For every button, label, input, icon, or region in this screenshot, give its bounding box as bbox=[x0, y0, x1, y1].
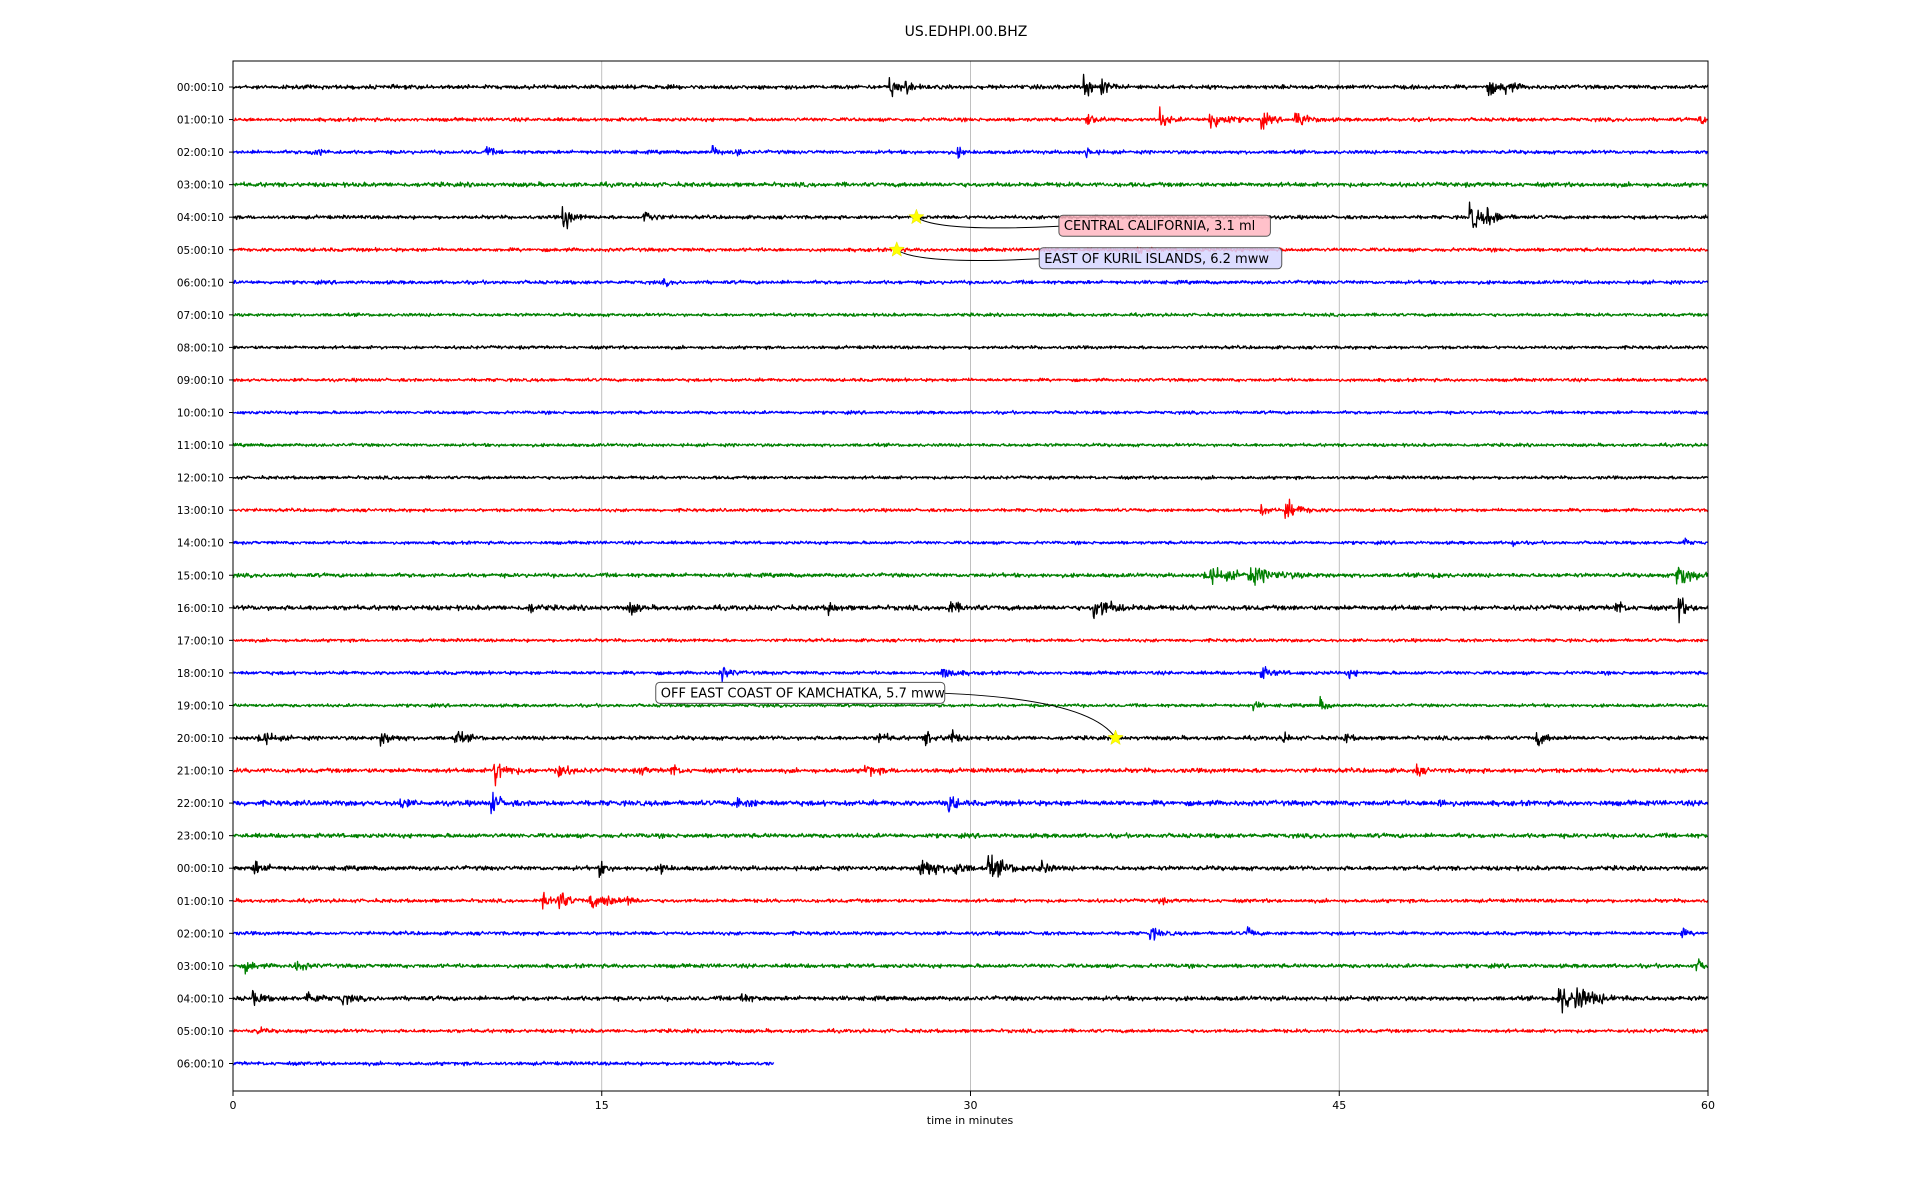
row-time-label: 04:00:10 bbox=[177, 212, 224, 224]
trace-row bbox=[232, 566, 1709, 586]
chart-title: US.EDHPI.00.BHZ bbox=[905, 24, 1028, 40]
annotation-label: OFF EAST COAST OF KAMCHATKA, 5.7 mww bbox=[661, 686, 946, 701]
row-time-label: 14:00:10 bbox=[177, 538, 224, 550]
row-time-label: 23:00:10 bbox=[177, 831, 224, 843]
row-time-label: 15:00:10 bbox=[177, 570, 224, 582]
x-tick-label: 0 bbox=[230, 1099, 237, 1112]
trace-row bbox=[232, 181, 1709, 189]
row-time-label: 09:00:10 bbox=[177, 375, 224, 387]
x-axis-label: time in minutes bbox=[927, 1114, 1014, 1127]
annotation-arrow bbox=[916, 216, 1059, 229]
x-tick-label: 60 bbox=[1701, 1099, 1715, 1112]
event-star-marker bbox=[888, 241, 906, 257]
trace-row bbox=[232, 201, 1709, 230]
annotation-label: EAST OF KURIL ISLANDS, 6.2 mww bbox=[1044, 252, 1269, 267]
annotation-box bbox=[655, 681, 946, 704]
trace-row bbox=[232, 891, 1709, 910]
row-time-label: 03:00:10 bbox=[177, 180, 224, 192]
trace-row bbox=[232, 246, 1709, 255]
row-time-label: 05:00:10 bbox=[177, 1026, 224, 1038]
row-time-label: 19:00:10 bbox=[177, 700, 224, 712]
trace-row bbox=[232, 597, 1709, 624]
trace-row bbox=[232, 729, 1709, 747]
annotation-box bbox=[1058, 214, 1271, 237]
trace-row bbox=[232, 637, 1709, 644]
row-time-label: 16:00:10 bbox=[177, 603, 224, 615]
trace-row bbox=[232, 926, 1709, 941]
row-time-label: 08:00:10 bbox=[177, 342, 224, 354]
row-time-label: 20:00:10 bbox=[177, 733, 224, 745]
row-time-label: 22:00:10 bbox=[177, 798, 224, 810]
row-time-label: 10:00:10 bbox=[177, 408, 224, 420]
trace-group bbox=[232, 73, 1709, 1067]
row-time-label: 00:00:10 bbox=[177, 863, 224, 875]
trace-row bbox=[232, 854, 1709, 878]
trace-row bbox=[232, 537, 1709, 548]
row-time-label: 02:00:10 bbox=[177, 928, 224, 940]
trace-row bbox=[232, 344, 1709, 351]
row-time-label: 17:00:10 bbox=[177, 635, 224, 647]
row-time-label: 13:00:10 bbox=[177, 505, 224, 517]
row-time-label: 04:00:10 bbox=[177, 993, 224, 1005]
trace-row bbox=[232, 442, 1709, 448]
row-time-label: 05:00:10 bbox=[177, 245, 224, 257]
annotation-label: CENTRAL CALIFORNIA, 3.1 ml bbox=[1064, 219, 1255, 234]
trace-row bbox=[232, 666, 1709, 683]
row-time-label: 02:00:10 bbox=[177, 147, 224, 159]
x-tick-label: 45 bbox=[1332, 1099, 1346, 1112]
trace-row bbox=[232, 832, 1709, 840]
trace-row bbox=[232, 763, 1709, 787]
annotation-arrow bbox=[896, 249, 1040, 261]
row-time-label: 01:00:10 bbox=[177, 896, 224, 908]
trace-row bbox=[232, 695, 1709, 712]
trace-row bbox=[232, 987, 1709, 1014]
trace-row bbox=[232, 1026, 1709, 1035]
annotation-arrow bbox=[944, 692, 1116, 739]
x-tick-label: 15 bbox=[595, 1099, 609, 1112]
trace-row bbox=[232, 278, 1709, 288]
trace-row bbox=[232, 791, 1709, 815]
trace-row bbox=[232, 312, 1709, 318]
trace-row bbox=[232, 377, 1709, 383]
trace-row bbox=[232, 1060, 775, 1067]
event-annotations: CENTRAL CALIFORNIA, 3.1 ml EAST OF KURIL … bbox=[655, 208, 1283, 746]
trace-row bbox=[232, 474, 1709, 481]
trace-row bbox=[232, 106, 1709, 130]
row-time-label: 12:00:10 bbox=[177, 473, 224, 485]
trace-row bbox=[232, 73, 1709, 98]
trace-row bbox=[232, 144, 1709, 159]
trace-row bbox=[232, 409, 1709, 416]
trace-row bbox=[232, 498, 1709, 519]
row-time-label: 18:00:10 bbox=[177, 668, 224, 680]
row-time-label: 21:00:10 bbox=[177, 766, 224, 778]
row-time-label: 06:00:10 bbox=[177, 277, 224, 289]
row-time-label: 11:00:10 bbox=[177, 440, 224, 452]
x-tick-label: 30 bbox=[964, 1099, 978, 1112]
row-time-label: 00:00:10 bbox=[177, 82, 224, 94]
row-time-label: 07:00:10 bbox=[177, 310, 224, 322]
row-time-label: 06:00:10 bbox=[177, 1059, 224, 1071]
row-time-label: 03:00:10 bbox=[177, 961, 224, 973]
row-time-labels: 00:00:10 01:00:10 02:00:10 03:00:10 04:00:10… bbox=[177, 82, 233, 1071]
event-star-marker bbox=[1107, 729, 1124, 746]
trace-row bbox=[232, 958, 1709, 975]
row-time-label: 01:00:10 bbox=[177, 115, 224, 127]
annotation-box bbox=[1038, 247, 1283, 270]
x-axis-ticks: 0 15 30 45 60 bbox=[230, 1091, 1715, 1112]
event-star-marker bbox=[908, 208, 925, 225]
